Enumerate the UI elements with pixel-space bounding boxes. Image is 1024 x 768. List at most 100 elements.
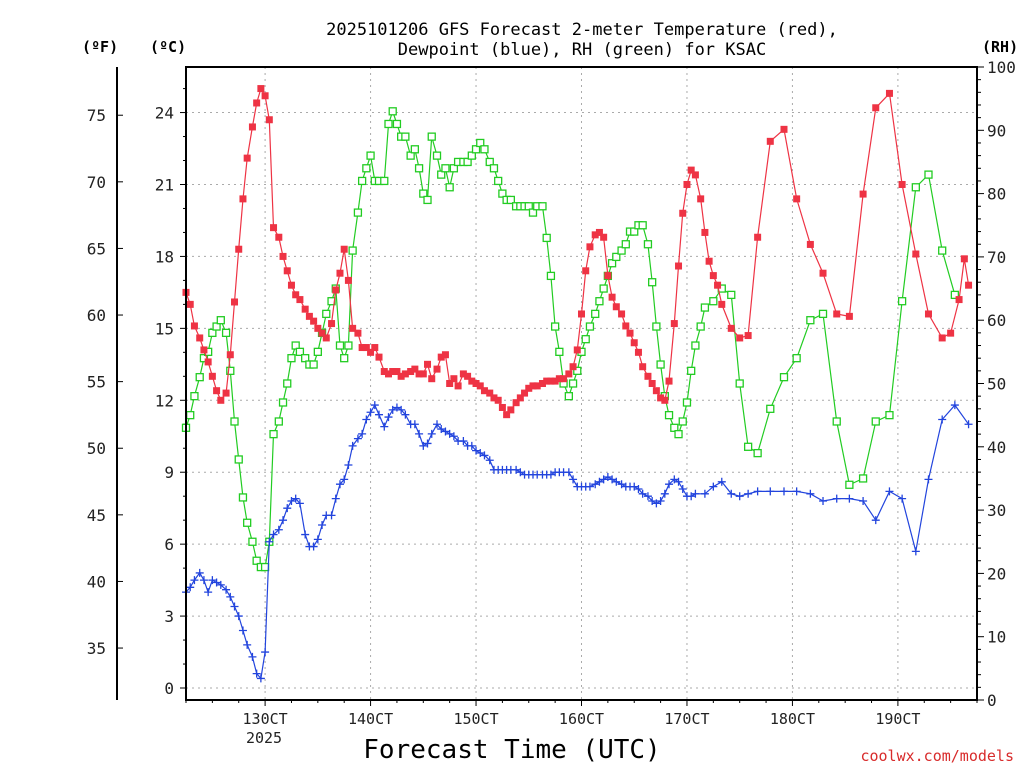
temperature-point (780, 125, 788, 133)
dewpoint-point (595, 477, 604, 486)
rh-point (362, 164, 371, 173)
rh-point (313, 347, 322, 357)
rh-point (449, 164, 459, 173)
dewpoint-point (819, 496, 828, 505)
temperature-point (727, 324, 735, 332)
rh-point (630, 227, 639, 236)
dewpoint-point (660, 489, 669, 498)
temperature-point (261, 92, 269, 100)
rh-point (950, 290, 960, 300)
temperature-point (521, 389, 529, 397)
fahrenheit-tick-label: 60 (87, 306, 106, 325)
rh-point (573, 366, 582, 375)
temperature-point (547, 377, 555, 385)
x-tick-label: 150CT (453, 710, 498, 728)
temperature-point (441, 351, 449, 359)
dewpoint-point (199, 576, 208, 585)
dewpoint-point (362, 415, 371, 424)
temperature-point (322, 334, 330, 342)
rh-point (252, 556, 261, 565)
dewpoint-point (652, 499, 661, 508)
temperature-point (486, 389, 494, 397)
rh-point (779, 373, 789, 382)
rh-point (348, 246, 357, 255)
temperature-point (231, 298, 239, 306)
rh-unit-label: (RH) (982, 38, 1018, 56)
rh-point (550, 322, 560, 331)
rh-point (546, 271, 556, 281)
dewpoint-point (612, 477, 621, 486)
dewpoint-point (476, 449, 485, 458)
rh-point (380, 176, 389, 186)
dewpoint-point (344, 461, 353, 470)
temperature-point (472, 380, 480, 387)
rh-point (524, 202, 533, 211)
temperature-point (543, 377, 551, 385)
rh-point (357, 176, 367, 186)
temperature-point (657, 394, 665, 402)
temperature-point (687, 166, 695, 174)
rh-point (542, 233, 551, 243)
rh-point (911, 183, 920, 192)
dewpoint-point (397, 405, 406, 414)
rh-point (581, 335, 590, 344)
rh-point (612, 252, 621, 262)
chart-title: 2025101206 GFS Forecast 2-meter Temperat… (326, 20, 838, 60)
rh-point (388, 107, 397, 116)
rh-point (897, 297, 907, 306)
temperature-point (340, 245, 348, 253)
temperature-point (248, 123, 256, 131)
dewpoint-point (419, 441, 428, 450)
celsius-axis: 0 3 6 9 12 15 18 21 24 (155, 88, 186, 698)
rh-point (806, 316, 815, 325)
dewpoint-point (216, 580, 225, 589)
rh-point (743, 442, 753, 451)
rh-point (538, 202, 547, 211)
dewpoint-point (433, 420, 442, 429)
rh-point (269, 429, 278, 439)
dewpoint-point (845, 494, 854, 503)
fahrenheit-tick-label: 40 (87, 572, 106, 591)
dewpoint-point (208, 576, 217, 585)
celsius-tick-label: 18 (155, 247, 174, 266)
temperature-point (371, 344, 379, 352)
rh-point (498, 189, 507, 198)
rh-point (238, 493, 248, 502)
rh-point (234, 455, 243, 464)
temperature-point (401, 370, 409, 378)
temperature-point (744, 332, 752, 340)
dewpoint-point (384, 413, 393, 422)
plot-frame (185, 66, 978, 701)
rh-point (437, 170, 446, 179)
dewpoint-point (327, 511, 336, 520)
temperature-point (898, 180, 906, 188)
dewpoint-point (190, 576, 199, 585)
temperature-point (819, 269, 827, 277)
temperature-point (604, 272, 612, 280)
temperature-point (328, 320, 336, 328)
rh-point (682, 398, 692, 407)
temperature-point (697, 195, 705, 203)
dewpoint-point (248, 652, 257, 661)
dewpoint-point (243, 640, 252, 649)
dewpoint-point (634, 485, 643, 493)
temperature-point (754, 233, 762, 241)
rh-point (652, 322, 661, 331)
dewpoint-point (388, 405, 397, 414)
celsius-unit-label: (ºC) (150, 38, 186, 56)
temperature-point (586, 243, 594, 251)
dewpoint-point (717, 477, 726, 486)
celsius-tick-label: 21 (155, 175, 174, 194)
dewpoint-point (885, 487, 894, 496)
temperature-point (582, 267, 590, 275)
temperature-point (551, 377, 559, 385)
rh-point (700, 303, 710, 312)
temperature-point (679, 209, 687, 217)
rh-point (278, 398, 288, 407)
dewpoint-point (591, 480, 600, 489)
rh-point (595, 297, 604, 306)
dewpoint-point (859, 496, 868, 505)
rh-point (335, 341, 345, 350)
dewpoint-point (665, 480, 674, 489)
dewpoint-point (792, 487, 801, 496)
